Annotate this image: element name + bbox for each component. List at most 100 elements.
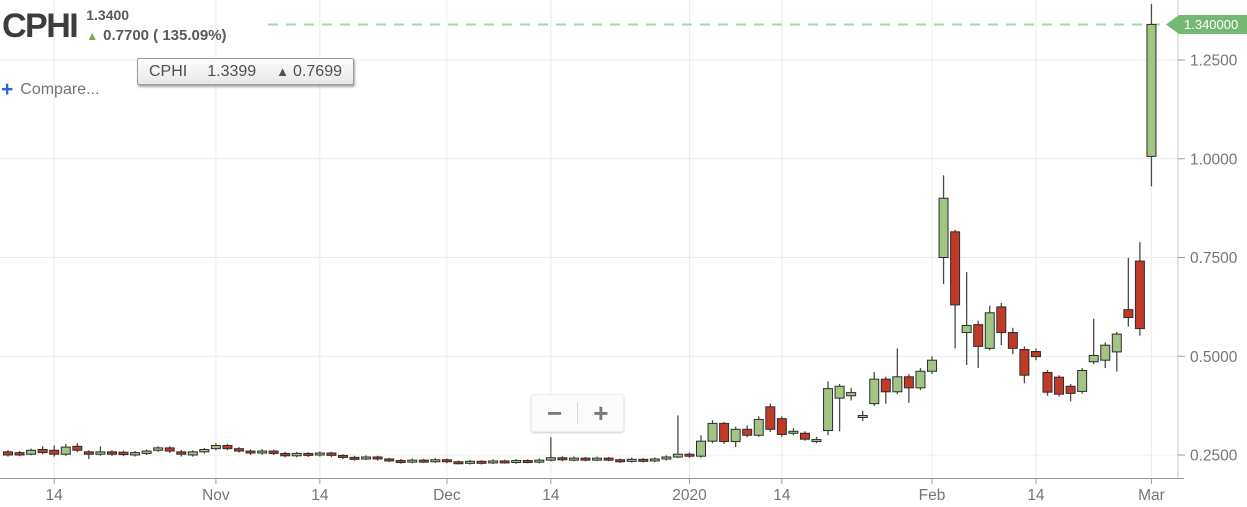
candle-up[interactable] (1146, 3, 1157, 187)
candle-down[interactable] (1134, 242, 1145, 336)
candle-up[interactable] (141, 449, 152, 455)
candle-up[interactable] (927, 356, 937, 375)
zoom-out-button[interactable]: − (532, 397, 577, 429)
candle-up[interactable] (811, 436, 822, 444)
candle-down[interactable] (1054, 375, 1065, 397)
candle-up[interactable] (869, 372, 880, 407)
candle-down[interactable] (245, 449, 256, 455)
candle-up[interactable] (291, 451, 302, 458)
candle-down[interactable] (499, 459, 510, 464)
candle-down[interactable] (453, 460, 464, 465)
candle-up[interactable] (707, 420, 718, 444)
candle-up[interactable] (788, 428, 799, 436)
candle-up[interactable] (649, 457, 660, 463)
candle-up[interactable] (661, 455, 672, 461)
candle-up[interactable] (153, 446, 164, 452)
candle-down[interactable] (37, 446, 48, 455)
candle-down[interactable] (776, 416, 787, 437)
candle-down[interactable] (1123, 257, 1134, 327)
candle-up[interactable] (834, 383, 845, 432)
candle-up[interactable] (60, 443, 71, 456)
candle-up[interactable] (984, 305, 995, 351)
candle-down[interactable] (372, 455, 383, 461)
candle-up[interactable] (534, 458, 545, 464)
candle-down[interactable] (441, 458, 452, 464)
candle-down[interactable] (1019, 346, 1030, 384)
candle-up[interactable] (592, 456, 603, 461)
candle-down[interactable] (638, 458, 649, 463)
candle-up[interactable] (696, 435, 706, 458)
candle-down[interactable] (176, 449, 187, 457)
candle-down[interactable] (1065, 383, 1076, 402)
zoom-in-button[interactable]: + (578, 397, 623, 429)
candle-up[interactable] (672, 415, 683, 459)
candle-up[interactable] (511, 458, 522, 464)
candle-down[interactable] (1030, 348, 1041, 361)
candle-down[interactable] (72, 443, 83, 453)
candle-down[interactable] (522, 459, 533, 464)
candle-up[interactable] (314, 451, 325, 457)
candle-up[interactable] (199, 447, 210, 454)
candle-up[interactable] (846, 387, 857, 401)
candle-up[interactable] (753, 416, 764, 437)
candle-down[interactable] (615, 458, 626, 463)
candle-up[interactable] (730, 426, 741, 448)
candle-down[interactable] (3, 450, 13, 457)
candle-up[interactable] (465, 459, 475, 465)
candle-down[interactable] (14, 451, 25, 457)
candle-up[interactable] (892, 348, 903, 395)
candle-up[interactable] (130, 451, 141, 457)
candle-up[interactable] (210, 443, 221, 451)
candle-down[interactable] (742, 425, 753, 438)
candle-down[interactable] (118, 450, 129, 457)
candle-down[interactable] (903, 374, 914, 403)
candle-up[interactable] (1111, 331, 1122, 372)
candle-up[interactable] (1100, 342, 1111, 369)
candle-up[interactable] (26, 448, 37, 456)
candle-down[interactable] (303, 452, 314, 457)
candle-down[interactable] (1042, 370, 1053, 396)
candle-up[interactable] (626, 457, 637, 463)
candle-down[interactable] (349, 455, 360, 461)
compare-button[interactable]: + Compare... (1, 79, 99, 100)
candle-down[interactable] (268, 449, 279, 455)
candle-up[interactable] (545, 437, 556, 462)
candle-down[interactable] (395, 458, 406, 464)
candle-up[interactable] (1088, 318, 1099, 365)
candle-down[interactable] (765, 403, 776, 433)
candle-down[interactable] (49, 445, 60, 457)
candle-down[interactable] (222, 443, 233, 451)
candle-down[interactable] (973, 320, 984, 369)
candle-up[interactable] (568, 456, 579, 462)
candle-down[interactable] (384, 457, 395, 463)
candle-down[interactable] (996, 302, 1007, 346)
candle-up[interactable] (961, 272, 972, 365)
candle-up[interactable] (488, 459, 499, 465)
candle-up[interactable] (823, 381, 834, 436)
candle-down[interactable] (164, 446, 175, 454)
candle-down[interactable] (106, 450, 117, 456)
candle-up[interactable] (857, 410, 868, 422)
candle-up[interactable] (407, 458, 418, 464)
candle-down[interactable] (719, 421, 730, 444)
candle-up[interactable] (430, 458, 441, 463)
candle-down[interactable] (603, 456, 614, 462)
candle-up[interactable] (257, 449, 268, 455)
candle-up[interactable] (938, 175, 949, 284)
candle-down[interactable] (1007, 327, 1018, 355)
candle-down[interactable] (476, 460, 487, 465)
candle-up[interactable] (361, 455, 372, 461)
candle-down[interactable] (326, 451, 337, 457)
candle-up[interactable] (187, 450, 198, 457)
candle-up[interactable] (95, 446, 106, 456)
candle-down[interactable] (557, 456, 568, 462)
candle-down[interactable] (950, 229, 961, 349)
candle-up[interactable] (915, 368, 926, 391)
candle-down[interactable] (418, 458, 429, 463)
candle-down[interactable] (580, 456, 591, 462)
candle-down[interactable] (83, 450, 94, 459)
candle-down[interactable] (684, 452, 695, 458)
candle-down[interactable] (880, 376, 891, 404)
candle-down[interactable] (799, 431, 810, 441)
